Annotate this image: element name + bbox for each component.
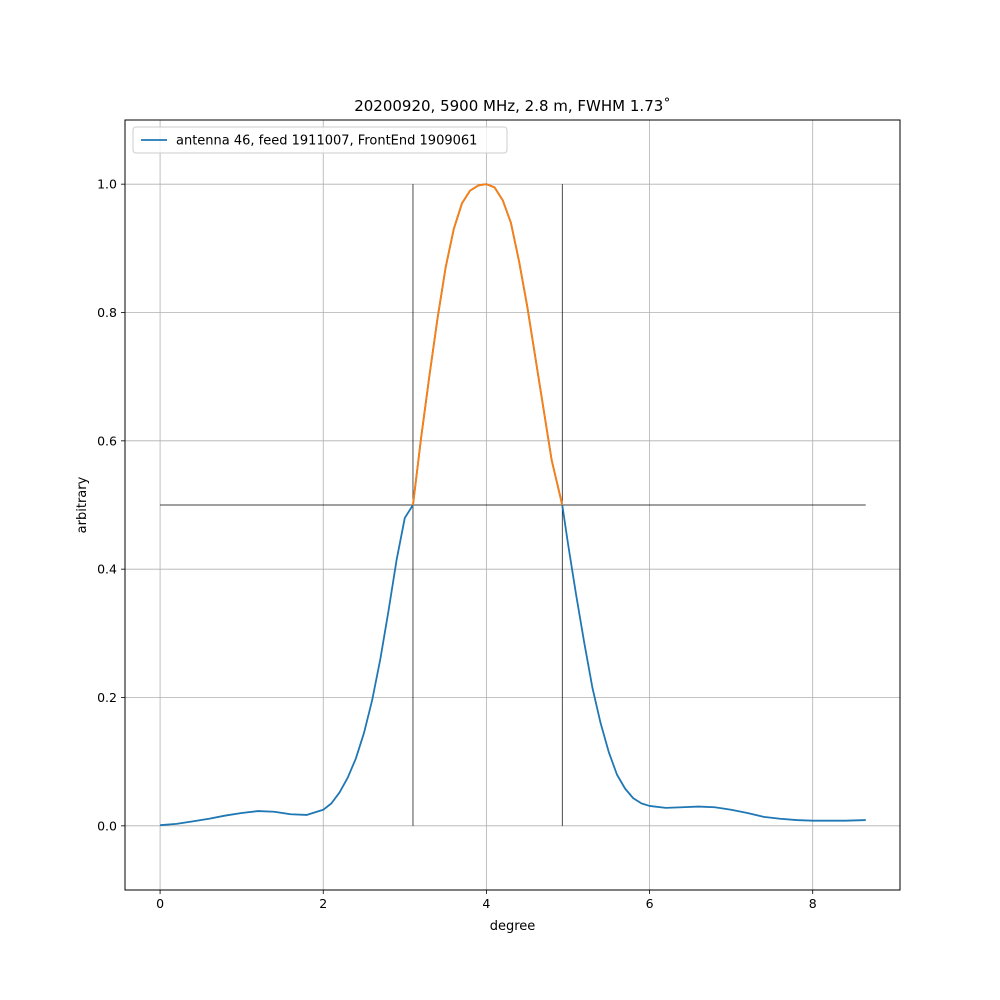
fwhm-reference-lines bbox=[160, 184, 866, 826]
y-tick-label: 0.4 bbox=[97, 562, 117, 577]
x-axis-label: degree bbox=[490, 919, 536, 934]
y-tick-label: 0.6 bbox=[97, 433, 117, 448]
y-tick-label: 0.8 bbox=[97, 305, 117, 320]
plot-frame bbox=[124, 119, 901, 891]
y-axis-label: arbitrary bbox=[75, 476, 90, 533]
y-tick-label: 1.0 bbox=[97, 177, 117, 192]
x-tick-label: 2 bbox=[319, 896, 327, 911]
x-tick-label: 0 bbox=[156, 896, 164, 911]
legend-label: antenna 46, feed 1911007, FrontEnd 19090… bbox=[176, 134, 477, 149]
chart-title: 20200920, 5900 MHz, 2.8 m, FWHM 1.73˚ bbox=[354, 97, 671, 115]
x-tick-label: 4 bbox=[482, 896, 490, 911]
y-tick-label: 0.2 bbox=[97, 690, 117, 705]
series-lines bbox=[160, 183, 866, 827]
legend: antenna 46, feed 1911007, FrontEnd 19090… bbox=[132, 126, 508, 154]
main-lobe-series-line bbox=[412, 183, 564, 506]
x-tick-label: 8 bbox=[809, 896, 817, 911]
x-tick-label: 6 bbox=[646, 896, 654, 911]
y-tick-label: 0.0 bbox=[97, 818, 117, 833]
axis-ticks: 0 2 4 6 8 0.0 0.2 0.4 0.6 0.8 1.0 bbox=[97, 177, 817, 911]
legend-box bbox=[132, 126, 508, 154]
